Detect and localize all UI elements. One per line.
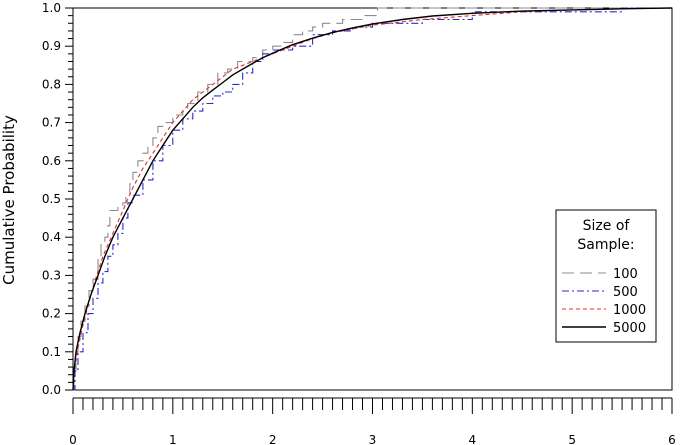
legend-label-1000: 1000 — [613, 303, 646, 318]
y-tick-label: 0.4 — [42, 230, 61, 244]
x-tick-label: 2 — [269, 433, 277, 445]
y-tick-label: 0.0 — [42, 383, 61, 397]
legend: Size of Sample: 100 500 1000 5000 — [555, 209, 657, 343]
legend-label-100: 100 — [613, 267, 638, 282]
legend-title: Size of — [583, 218, 631, 234]
y-axis: 0.0 0.1 0.2 0.3 0.4 0.5 0.6 0.7 0.8 0.9 1.0 — [42, 1, 73, 397]
y-tick-label: 0.6 — [42, 154, 61, 168]
series-line-100 — [73, 7, 672, 391]
legend-box — [555, 209, 657, 343]
x-tick-label: 4 — [469, 433, 477, 445]
x-tick-label: 3 — [369, 433, 377, 445]
series-line-5000 — [72, 7, 673, 391]
y-tick-label: 0.7 — [42, 116, 61, 130]
x-tick-label: 0 — [69, 433, 77, 445]
legend-label-5000: 5000 — [613, 321, 646, 336]
y-tick-label: 0.5 — [42, 192, 61, 206]
y-axis-title: Cumulative Probability — [0, 115, 18, 285]
series-line-500 — [73, 7, 672, 391]
y-tick-label: 0.8 — [42, 77, 61, 91]
legend-label-500: 500 — [613, 285, 638, 300]
series-line-1000 — [72, 7, 673, 391]
y-tick-label: 0.3 — [42, 268, 61, 282]
x-tick-label: 6 — [668, 433, 676, 445]
legend-title: Sample: — [577, 237, 634, 253]
y-tick-label: 1.0 — [42, 1, 61, 15]
y-tick-label: 0.9 — [42, 39, 61, 53]
x-tick-label: 1 — [169, 433, 177, 445]
y-tick-label: 0.2 — [42, 307, 61, 321]
x-tick-label: 5 — [568, 433, 576, 445]
x-axis: 0 1 2 3 4 5 6 — [69, 397, 676, 445]
y-tick-label: 0.1 — [42, 345, 61, 359]
series-layer — [72, 7, 673, 391]
